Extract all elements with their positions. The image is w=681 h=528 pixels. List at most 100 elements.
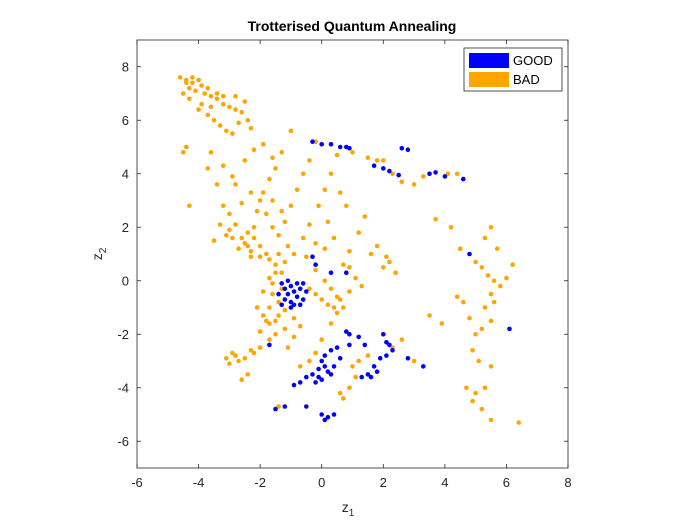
point-bad [273, 262, 278, 268]
point-bad [319, 337, 325, 342]
point-bad [356, 358, 362, 364]
point-good [300, 281, 306, 286]
point-bad [276, 313, 281, 318]
plot-area [136, 39, 569, 469]
point-good [319, 412, 325, 417]
point-bad [242, 158, 248, 163]
point-bad [276, 404, 281, 409]
point-bad [411, 358, 417, 364]
point-good [371, 364, 377, 369]
point-good [347, 332, 352, 337]
point-bad [224, 233, 229, 238]
point-good [344, 270, 349, 276]
point-bad [307, 358, 312, 364]
point-bad [239, 109, 244, 115]
point-bad [464, 385, 469, 391]
point-good [304, 404, 309, 409]
point-bad [337, 190, 343, 195]
point-bad [248, 249, 254, 254]
data-points [177, 75, 521, 425]
point-good [279, 281, 285, 286]
point-bad [187, 85, 192, 91]
point-bad [439, 321, 445, 326]
point-bad [193, 88, 198, 94]
y-tick-label: -4 [117, 380, 129, 395]
point-bad [233, 182, 238, 187]
point-bad [270, 291, 275, 297]
point-good [396, 172, 402, 178]
point-good [328, 270, 334, 276]
point-bad [491, 299, 497, 305]
point-bad [208, 104, 214, 110]
point-good [359, 374, 365, 380]
point-bad [267, 337, 272, 342]
point-bad [411, 182, 417, 187]
point-bad [282, 326, 288, 332]
point-bad [488, 364, 494, 369]
point-bad [230, 174, 235, 179]
point-bad [224, 128, 229, 134]
point-bad [362, 214, 368, 219]
point-bad [239, 200, 244, 206]
point-bad [291, 251, 297, 257]
point-good [310, 139, 315, 144]
point-bad [288, 203, 294, 209]
point-bad [260, 190, 266, 195]
point-bad [313, 350, 318, 356]
point-good [344, 329, 349, 334]
point-bad [347, 289, 352, 294]
point-bad [217, 222, 223, 227]
point-bad [353, 374, 358, 380]
point-bad [488, 291, 494, 297]
point-bad [190, 75, 195, 80]
point-bad [254, 305, 260, 310]
point-bad [184, 144, 189, 150]
point-bad [347, 249, 352, 254]
point-bad [270, 281, 275, 286]
y-tick-label: 4 [122, 166, 129, 181]
point-bad [381, 265, 386, 270]
point-bad [467, 315, 472, 321]
point-bad [313, 241, 318, 246]
point-bad [374, 243, 380, 249]
point-bad [236, 358, 241, 364]
point-good [384, 353, 389, 358]
point-bad [257, 329, 263, 334]
point-bad [273, 270, 278, 276]
point-bad [353, 275, 358, 281]
point-bad [516, 420, 521, 425]
point-bad [331, 305, 337, 310]
point-bad [196, 77, 201, 83]
point-good [374, 369, 380, 375]
point-bad [313, 291, 318, 297]
point-good [337, 356, 343, 361]
y-tick-label: 6 [122, 113, 129, 128]
point-bad [264, 211, 269, 217]
point-bad [285, 345, 291, 350]
point-bad [202, 91, 207, 96]
point-good [279, 302, 285, 308]
point-bad [359, 283, 365, 289]
legend-swatch-bad [469, 72, 509, 87]
point-bad [270, 225, 275, 230]
point-good [356, 334, 362, 340]
point-bad [257, 254, 263, 259]
point-bad [374, 158, 380, 163]
point-good [313, 262, 318, 268]
point-bad [494, 246, 500, 251]
point-bad [498, 283, 503, 289]
point-bad [260, 142, 266, 147]
point-bad [276, 251, 281, 257]
point-bad [257, 243, 263, 249]
point-bad [282, 219, 288, 225]
point-bad [288, 128, 294, 134]
point-good [467, 251, 472, 257]
point-bad [224, 356, 229, 361]
point-bad [350, 150, 355, 155]
point-bad [368, 251, 374, 257]
point-bad [199, 101, 204, 107]
point-bad [205, 112, 211, 118]
x-tick-label: -2 [254, 475, 266, 490]
point-bad [454, 294, 460, 300]
point-good [322, 364, 328, 369]
